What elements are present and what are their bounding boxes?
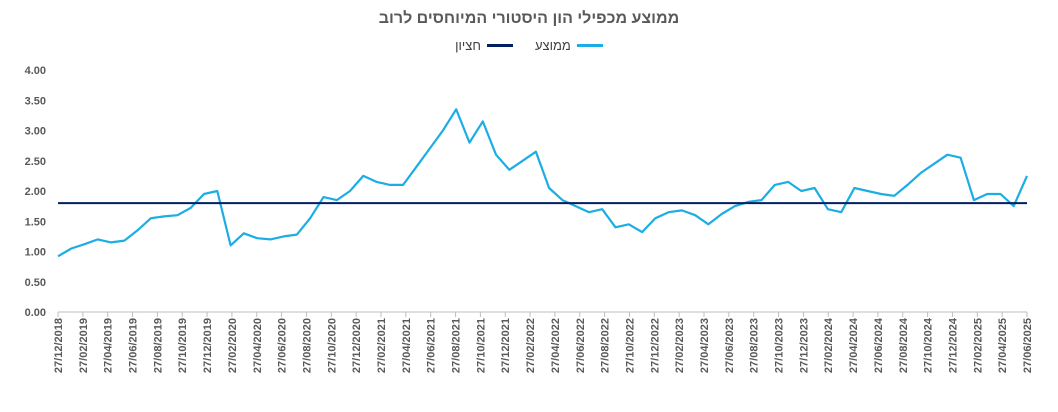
x-tick-label: 27/12/2024 (947, 317, 959, 373)
x-tick-label: 27/12/2020 (351, 318, 363, 373)
x-tick-label: 27/08/2021 (451, 318, 463, 373)
x-tick-label: 27/08/2023 (749, 318, 761, 373)
x-tick-label: 27/02/2021 (376, 318, 388, 373)
y-tick-label: 3.00 (25, 126, 46, 138)
x-tick-label: 27/02/2020 (227, 318, 239, 373)
y-tick-label: 0.50 (25, 277, 46, 289)
x-tick-label: 27/10/2022 (624, 318, 636, 373)
series-line-average (57, 108, 1029, 258)
x-tick-label: 27/04/2022 (550, 318, 562, 373)
x-tick-label: 27/10/2021 (475, 318, 487, 373)
x-tick-label: 27/04/2023 (699, 318, 711, 373)
x-tick-label: 27/08/2020 (301, 318, 313, 373)
x-tick-label: 27/04/2019 (103, 318, 115, 373)
x-tick-label: 27/06/2024 (873, 317, 885, 373)
x-tick-label: 27/10/2019 (177, 318, 189, 373)
y-tick-label: 4.00 (25, 65, 46, 77)
chart-title: ממוצע מכפילי הון היסטורי המיוחסים לרוב (378, 10, 680, 27)
x-tick-label: 27/12/2023 (798, 318, 810, 373)
y-tick-label: 3.50 (25, 95, 46, 107)
x-tick-label: 27/04/2020 (252, 318, 264, 373)
x-tick-label: 27/04/2025 (997, 318, 1009, 373)
x-tick-label: 27/12/2019 (202, 318, 214, 373)
y-tick-label: 2.00 (25, 186, 46, 198)
x-tick-label: 27/06/2022 (575, 318, 587, 373)
y-tick-label: 1.00 (25, 247, 46, 259)
x-tick-label: 27/04/2021 (401, 318, 413, 373)
x-tick-label: 27/12/2018 (53, 318, 65, 373)
x-tick-label: 27/06/2025 (1022, 318, 1034, 373)
x-tick-label: 27/08/2024 (898, 317, 910, 373)
x-tick-label: 27/02/2022 (525, 318, 537, 373)
x-tick-label: 27/02/2019 (78, 318, 90, 373)
legend-swatch-average (576, 44, 603, 47)
x-tick-label: 27/10/2023 (774, 318, 786, 373)
legend: ממוצע חציון (0, 38, 1058, 53)
legend-label-average: ממוצע (534, 38, 571, 53)
legend-item-average: ממוצע (535, 38, 603, 53)
x-tick-label: 27/06/2019 (128, 318, 140, 373)
x-tick-label: 27/06/2023 (724, 318, 736, 373)
x-tick-label: 27/10/2020 (326, 318, 338, 373)
x-tick-label: 27/08/2022 (600, 318, 612, 373)
x-tick-label: 27/10/2024 (923, 317, 935, 373)
legend-swatch-median (486, 44, 513, 47)
x-tick-label: 27/02/2024 (823, 317, 835, 373)
x-tick-label: 27/12/2021 (500, 318, 512, 373)
x-tick-label: 27/12/2022 (649, 318, 661, 373)
x-tick-label: 27/02/2023 (674, 318, 686, 373)
legend-label-median: חציון (455, 38, 481, 53)
x-tick-label: 27/04/2024 (848, 317, 860, 373)
x-tick-label: 27/02/2025 (972, 318, 984, 373)
x-tick-label: 27/06/2020 (277, 318, 289, 373)
x-tick-label: 27/08/2019 (152, 318, 164, 373)
y-tick-label: 1.50 (25, 216, 46, 228)
y-tick-label: 2.50 (25, 156, 46, 168)
x-tick-label: 27/06/2021 (426, 318, 438, 373)
y-tick-label: 0.00 (25, 307, 46, 319)
legend-item-median: חציון (455, 38, 513, 53)
